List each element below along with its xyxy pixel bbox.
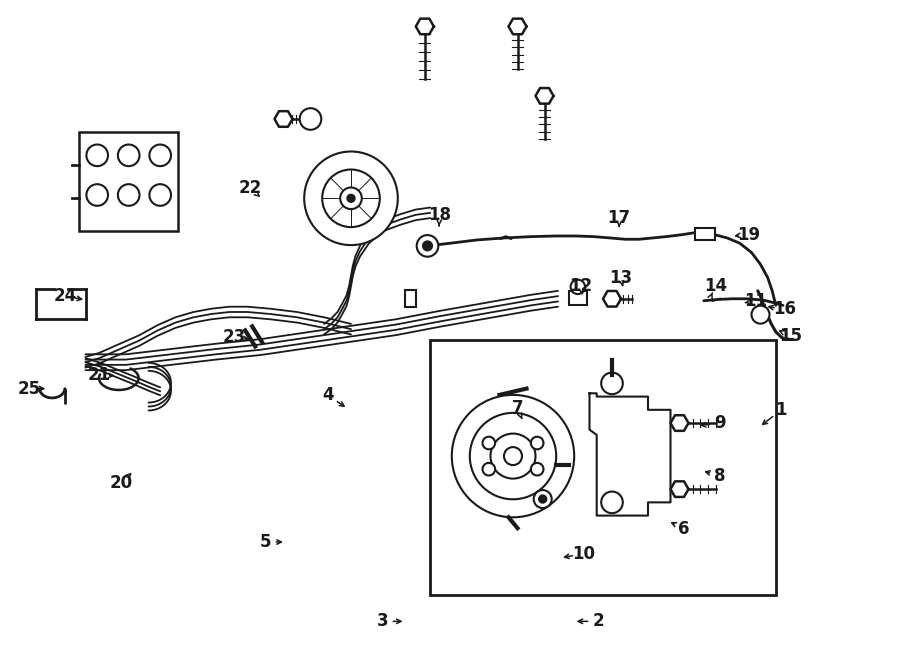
Circle shape: [86, 145, 108, 166]
Polygon shape: [536, 88, 554, 104]
Polygon shape: [670, 481, 688, 497]
Text: 5: 5: [260, 533, 271, 551]
Text: 24: 24: [53, 287, 76, 305]
Text: 18: 18: [428, 206, 451, 224]
Circle shape: [347, 195, 355, 202]
Text: 4: 4: [323, 386, 334, 405]
Text: 10: 10: [572, 545, 595, 563]
Text: 25: 25: [17, 379, 40, 398]
Circle shape: [149, 184, 171, 206]
Text: 21: 21: [87, 366, 111, 385]
Text: 20: 20: [110, 473, 133, 492]
Circle shape: [752, 305, 770, 324]
Text: 6: 6: [679, 520, 689, 538]
Circle shape: [118, 184, 140, 206]
Text: 17: 17: [608, 209, 631, 227]
Polygon shape: [603, 291, 621, 307]
Circle shape: [601, 492, 623, 513]
Text: 22: 22: [238, 179, 262, 198]
Circle shape: [423, 241, 432, 251]
Circle shape: [300, 108, 321, 130]
Text: 23: 23: [222, 328, 246, 346]
Circle shape: [322, 169, 380, 227]
Text: 15: 15: [778, 327, 802, 345]
Circle shape: [340, 188, 362, 209]
Polygon shape: [670, 415, 688, 431]
Text: 14: 14: [704, 276, 727, 295]
Circle shape: [86, 184, 108, 206]
Bar: [430, 340, 776, 595]
Text: 1: 1: [776, 401, 787, 419]
Polygon shape: [508, 19, 526, 34]
Polygon shape: [416, 19, 434, 34]
Circle shape: [417, 235, 438, 256]
Text: 8: 8: [715, 467, 725, 485]
Text: 3: 3: [377, 612, 388, 631]
Circle shape: [504, 447, 522, 465]
Polygon shape: [274, 111, 292, 127]
Circle shape: [534, 490, 552, 508]
Bar: [569, 291, 587, 305]
Bar: [695, 228, 715, 240]
Circle shape: [149, 145, 171, 166]
Text: 11: 11: [744, 292, 768, 310]
Circle shape: [452, 395, 574, 518]
Text: 2: 2: [593, 612, 604, 631]
Text: 16: 16: [773, 300, 796, 319]
Circle shape: [531, 437, 544, 449]
Bar: [405, 290, 416, 307]
Circle shape: [482, 437, 495, 449]
Bar: [79, 132, 178, 231]
Text: 19: 19: [737, 225, 760, 244]
Circle shape: [470, 413, 556, 499]
Circle shape: [304, 151, 398, 245]
Circle shape: [531, 463, 544, 475]
Circle shape: [491, 434, 536, 479]
Text: 9: 9: [715, 414, 725, 432]
Circle shape: [482, 463, 495, 475]
Circle shape: [118, 145, 140, 166]
Text: 13: 13: [609, 268, 633, 287]
Text: 12: 12: [569, 276, 592, 295]
Circle shape: [571, 280, 585, 294]
Circle shape: [601, 373, 623, 394]
Circle shape: [539, 496, 546, 502]
Text: 7: 7: [512, 399, 523, 418]
Polygon shape: [590, 393, 670, 516]
